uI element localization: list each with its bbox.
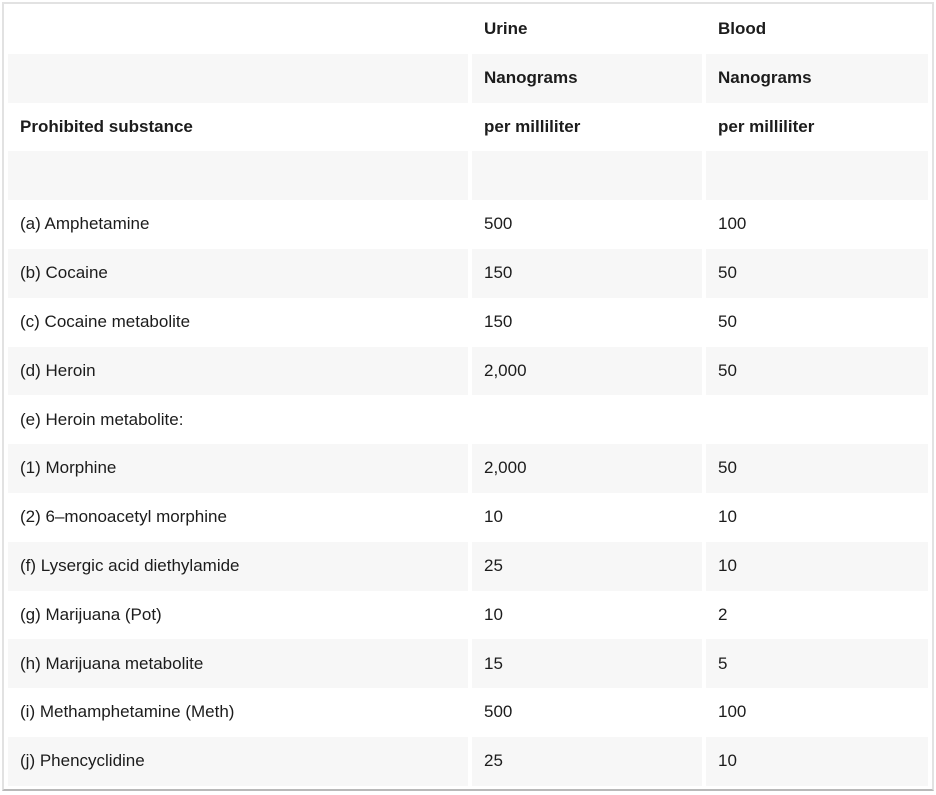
empty-cell	[472, 151, 702, 201]
header-blood-unit-per-milliliter: per milliliter	[706, 102, 928, 152]
urine-value-cell: 500	[472, 200, 702, 249]
substance-cell: (2) 6–monoacetyl morphine	[8, 492, 468, 542]
blood-value-cell: 100	[706, 200, 928, 249]
table-row-lysergic-acid-diethylamide: (f) Lysergic acid diethylamide 25 10	[8, 541, 928, 591]
table-row-amphetamine: (a) Amphetamine 500 100	[8, 200, 928, 249]
header-urine-unit-nanograms: Nanograms	[472, 53, 702, 103]
substance-limits-table: Urine Blood Nanograms Nanograms Prohibit…	[4, 5, 932, 786]
urine-value-cell: 15	[472, 639, 702, 689]
substance-cell: (f) Lysergic acid diethylamide	[8, 541, 468, 591]
substance-cell: (g) Marijuana (Pot)	[8, 590, 468, 640]
header-substance-spacer	[8, 53, 468, 103]
blood-value-cell: 2	[706, 590, 928, 640]
urine-value-cell: 10	[472, 492, 702, 542]
blood-value-cell: 100	[706, 688, 928, 737]
blood-value-cell: 5	[706, 639, 928, 689]
header-urine-unit-per-milliliter: per milliliter	[472, 102, 702, 152]
header-substance-spacer	[8, 5, 468, 54]
blood-value-cell: 50	[706, 444, 928, 493]
urine-value-cell	[472, 395, 702, 445]
table-row-morphine: (1) Morphine 2,000 50	[8, 444, 928, 493]
urine-value-cell: 150	[472, 297, 702, 347]
header-row-unit-line2: Prohibited substance per milliliter per …	[8, 102, 928, 152]
table-row-marijuana-metabolite: (h) Marijuana metabolite 15 5	[8, 639, 928, 689]
header-prohibited-substance-label: Prohibited substance	[8, 102, 468, 152]
header-blood-label: Blood	[706, 5, 928, 54]
blood-value-cell	[706, 395, 928, 445]
table-row-heroin-metabolite: (e) Heroin metabolite:	[8, 395, 928, 445]
empty-cell	[8, 151, 468, 201]
table-row-heroin: (d) Heroin 2,000 50	[8, 346, 928, 396]
substance-cell: (a) Amphetamine	[8, 200, 468, 249]
substance-cell: (d) Heroin	[8, 346, 468, 396]
substance-cell: (j) Phencyclidine	[8, 736, 468, 786]
header-spacer-row	[8, 151, 928, 201]
substance-cell: (c) Cocaine metabolite	[8, 297, 468, 347]
table-row-methamphetamine: (i) Methamphetamine (Meth) 500 100	[8, 688, 928, 737]
blood-value-cell: 50	[706, 346, 928, 396]
substance-cell: (1) Morphine	[8, 444, 468, 493]
blood-value-cell: 50	[706, 248, 928, 298]
substance-cell: (i) Methamphetamine (Meth)	[8, 688, 468, 737]
table-row-marijuana: (g) Marijuana (Pot) 10 2	[8, 590, 928, 640]
header-row-unit-line1: Nanograms Nanograms	[8, 53, 928, 103]
table-row-cocaine: (b) Cocaine 150 50	[8, 248, 928, 298]
table-row-6-monoacetyl-morphine: (2) 6–monoacetyl morphine 10 10	[8, 492, 928, 542]
urine-value-cell: 10	[472, 590, 702, 640]
urine-value-cell: 500	[472, 688, 702, 737]
header-urine-label: Urine	[472, 5, 702, 54]
urine-value-cell: 2,000	[472, 346, 702, 396]
blood-value-cell: 10	[706, 736, 928, 786]
table-row-cocaine-metabolite: (c) Cocaine metabolite 150 50	[8, 297, 928, 347]
urine-value-cell: 150	[472, 248, 702, 298]
blood-value-cell: 10	[706, 541, 928, 591]
blood-value-cell: 10	[706, 492, 928, 542]
substance-cell: (e) Heroin metabolite:	[8, 395, 468, 445]
urine-value-cell: 2,000	[472, 444, 702, 493]
header-row-specimen-type: Urine Blood	[8, 5, 928, 54]
table-row-phencyclidine: (j) Phencyclidine 25 10	[8, 736, 928, 786]
blood-value-cell: 50	[706, 297, 928, 347]
urine-value-cell: 25	[472, 541, 702, 591]
empty-cell	[706, 151, 928, 201]
substance-cell: (h) Marijuana metabolite	[8, 639, 468, 689]
header-blood-unit-nanograms: Nanograms	[706, 53, 928, 103]
substance-cell: (b) Cocaine	[8, 248, 468, 298]
urine-value-cell: 25	[472, 736, 702, 786]
